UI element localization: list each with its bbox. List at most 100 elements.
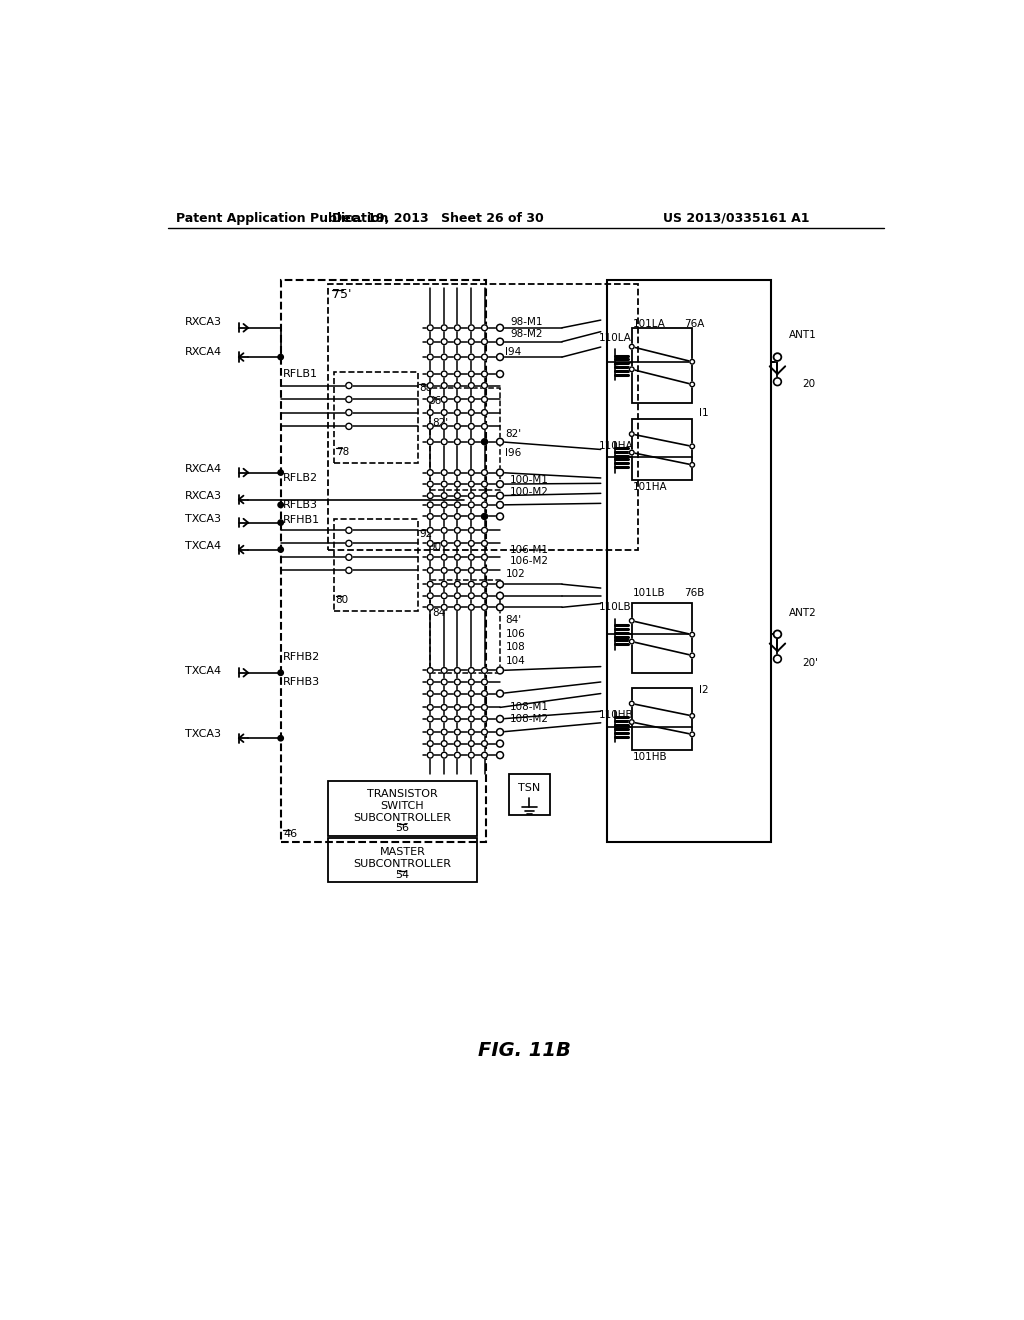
Circle shape xyxy=(497,338,504,345)
Circle shape xyxy=(427,502,433,508)
Circle shape xyxy=(278,520,284,525)
Circle shape xyxy=(441,409,447,416)
Text: I96: I96 xyxy=(506,449,521,458)
Circle shape xyxy=(481,581,487,587)
Circle shape xyxy=(441,752,447,758)
Text: Dec. 19, 2013 Sheet 26 of 30: Dec. 19, 2013 Sheet 26 of 30 xyxy=(332,213,544,224)
Circle shape xyxy=(481,528,487,533)
Text: RXCA4: RXCA4 xyxy=(184,463,222,474)
Circle shape xyxy=(497,690,504,697)
Text: Patent Application Publication: Patent Application Publication xyxy=(176,213,388,224)
Circle shape xyxy=(468,371,474,378)
Circle shape xyxy=(481,752,487,758)
Circle shape xyxy=(481,482,487,487)
Circle shape xyxy=(690,733,694,737)
Circle shape xyxy=(427,554,433,560)
Text: 110HA: 110HA xyxy=(598,441,633,450)
Text: 20: 20 xyxy=(802,379,815,389)
Circle shape xyxy=(468,409,474,416)
Text: 92: 92 xyxy=(420,529,433,539)
Circle shape xyxy=(427,339,433,345)
Circle shape xyxy=(455,568,461,573)
Circle shape xyxy=(427,668,433,673)
Text: RFHB2: RFHB2 xyxy=(283,652,321,663)
Bar xyxy=(632,418,692,480)
Circle shape xyxy=(441,705,447,710)
Circle shape xyxy=(773,354,781,360)
Circle shape xyxy=(468,690,474,697)
Circle shape xyxy=(497,469,504,477)
Circle shape xyxy=(630,719,634,725)
Circle shape xyxy=(690,359,694,364)
Circle shape xyxy=(278,671,284,676)
Circle shape xyxy=(481,409,487,416)
Circle shape xyxy=(278,735,284,741)
Text: FIG. 11B: FIG. 11B xyxy=(478,1040,571,1060)
Text: MASTER: MASTER xyxy=(380,847,425,857)
Circle shape xyxy=(455,482,461,487)
Circle shape xyxy=(630,432,634,437)
Text: RFLB2: RFLB2 xyxy=(283,473,318,483)
Circle shape xyxy=(427,715,433,722)
Bar xyxy=(328,284,638,549)
Text: RFLB3: RFLB3 xyxy=(283,500,318,510)
Circle shape xyxy=(427,568,433,573)
Circle shape xyxy=(441,339,447,345)
Circle shape xyxy=(346,424,352,429)
Circle shape xyxy=(497,729,504,735)
Circle shape xyxy=(427,678,433,685)
Circle shape xyxy=(481,513,487,519)
Circle shape xyxy=(481,668,487,673)
Circle shape xyxy=(468,396,474,403)
Circle shape xyxy=(455,424,461,429)
Circle shape xyxy=(427,690,433,697)
Text: 88: 88 xyxy=(420,383,433,393)
Text: 101HB: 101HB xyxy=(633,752,668,763)
Text: 84': 84' xyxy=(506,615,521,626)
Text: 84': 84' xyxy=(432,607,447,618)
Bar xyxy=(334,519,418,611)
Bar xyxy=(632,603,692,673)
Text: 54: 54 xyxy=(395,870,410,880)
Circle shape xyxy=(468,513,474,519)
Circle shape xyxy=(481,440,487,445)
Circle shape xyxy=(497,325,504,331)
Circle shape xyxy=(441,513,447,519)
Circle shape xyxy=(427,354,433,360)
Circle shape xyxy=(455,513,461,519)
Circle shape xyxy=(441,678,447,685)
Bar xyxy=(334,372,418,463)
Circle shape xyxy=(455,325,461,331)
Text: TXCA4: TXCA4 xyxy=(184,541,221,550)
Circle shape xyxy=(468,438,474,445)
Circle shape xyxy=(690,381,694,387)
Circle shape xyxy=(481,568,487,573)
Circle shape xyxy=(455,409,461,416)
Circle shape xyxy=(481,715,487,722)
Circle shape xyxy=(441,325,447,331)
Circle shape xyxy=(468,383,474,388)
Circle shape xyxy=(468,540,474,546)
Circle shape xyxy=(497,480,504,487)
Circle shape xyxy=(278,470,284,475)
Circle shape xyxy=(630,367,634,372)
Circle shape xyxy=(346,527,352,533)
Circle shape xyxy=(455,741,461,747)
Circle shape xyxy=(455,438,461,445)
Text: 110LA: 110LA xyxy=(598,333,632,343)
Text: RFLB1: RFLB1 xyxy=(283,370,318,379)
Circle shape xyxy=(690,632,694,638)
Circle shape xyxy=(481,438,487,445)
Text: 98-M1: 98-M1 xyxy=(510,317,543,327)
Circle shape xyxy=(427,593,433,599)
Circle shape xyxy=(441,354,447,360)
Circle shape xyxy=(455,383,461,388)
Circle shape xyxy=(497,603,504,611)
Circle shape xyxy=(468,752,474,758)
Circle shape xyxy=(455,729,461,735)
Circle shape xyxy=(481,705,487,710)
Text: 56: 56 xyxy=(395,824,410,833)
Circle shape xyxy=(455,690,461,697)
Circle shape xyxy=(630,450,634,455)
Circle shape xyxy=(427,325,433,331)
